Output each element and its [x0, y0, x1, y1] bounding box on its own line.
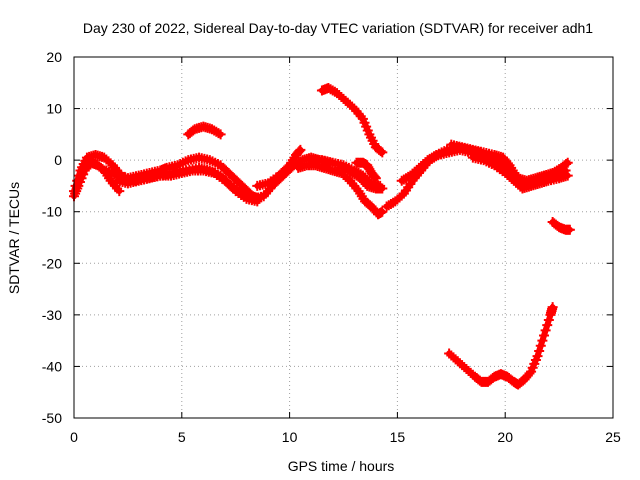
data-point	[540, 325, 551, 336]
data-point	[215, 129, 226, 140]
data-point	[73, 170, 84, 181]
data-series	[69, 82, 575, 390]
data-point	[295, 144, 306, 155]
chart-title: Day 230 of 2022, Sidereal Day-to-day VTE…	[83, 20, 593, 36]
data-point	[377, 147, 388, 158]
data-point	[562, 170, 573, 181]
y-tick-label: 10	[46, 101, 62, 117]
data-point	[535, 340, 546, 351]
y-tick-label: -30	[42, 307, 62, 323]
data-point	[375, 146, 386, 157]
y-axis-label: SDTVAR / TECUs	[6, 182, 22, 294]
data-point	[534, 345, 545, 356]
series-arc-19	[444, 302, 558, 390]
data-point	[70, 180, 81, 191]
data-point	[562, 157, 573, 168]
y-tick-label: -10	[42, 204, 62, 220]
data-point	[543, 315, 554, 326]
grid	[74, 57, 613, 418]
x-tick-label: 15	[390, 429, 406, 445]
data-point	[213, 128, 224, 139]
plot-frame	[73, 56, 614, 419]
data-point	[547, 302, 558, 313]
data-point	[524, 368, 535, 379]
data-point	[532, 351, 543, 362]
series-arc-5	[183, 121, 226, 140]
y-tick-label: -20	[42, 255, 62, 271]
y-tick-label: -40	[42, 358, 62, 374]
series-arc-17	[504, 157, 573, 186]
data-point	[377, 206, 388, 217]
x-tick-label: 5	[178, 429, 186, 445]
series-arc-9	[316, 82, 388, 158]
y-tick-label: 20	[46, 49, 62, 65]
data-point	[542, 320, 553, 331]
data-point	[370, 173, 381, 184]
data-point	[537, 335, 548, 346]
y-tick-label: -50	[42, 410, 62, 426]
data-point	[377, 183, 388, 194]
data-point	[561, 159, 572, 170]
series-arc-12	[366, 201, 388, 220]
data-point	[396, 190, 407, 201]
data-point	[539, 330, 550, 341]
x-tick-label: 0	[70, 429, 78, 445]
x-tick-label: 25	[605, 429, 621, 445]
series-arc-6	[252, 144, 306, 191]
x-tick-label: 20	[497, 429, 513, 445]
data-point	[369, 171, 380, 182]
series-arc-10	[338, 162, 388, 194]
data-point	[114, 186, 125, 197]
series-arc-4	[112, 165, 263, 207]
x-axis-label: GPS time / hours	[288, 458, 395, 474]
data-point	[252, 196, 263, 207]
data-point	[294, 146, 305, 157]
series-arc-11	[351, 157, 381, 184]
ticks: 0 5 10 15 20 25 -50 -40 -30 -20 -10 0 10 20	[42, 49, 621, 445]
y-tick-label: 0	[54, 152, 62, 168]
data-point	[564, 224, 575, 235]
series-arc-18	[547, 217, 575, 235]
x-tick-label: 10	[282, 429, 298, 445]
